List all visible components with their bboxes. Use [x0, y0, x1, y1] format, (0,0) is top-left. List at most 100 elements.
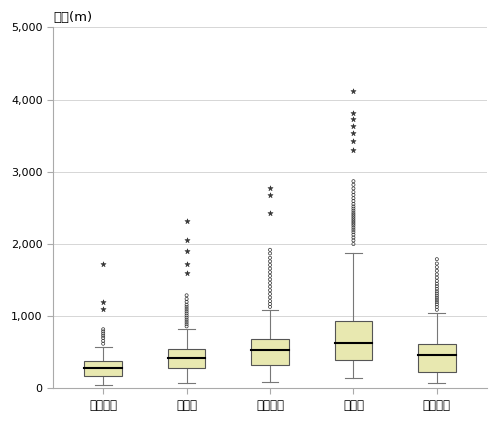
Point — [266, 276, 274, 283]
Point — [266, 301, 274, 308]
Point — [183, 312, 191, 319]
Point — [183, 321, 191, 327]
Point — [433, 271, 441, 278]
Point — [433, 274, 441, 281]
Point — [350, 138, 358, 145]
Point — [350, 189, 358, 195]
Point — [266, 283, 274, 290]
Point — [350, 213, 358, 220]
Point — [266, 192, 274, 198]
Point — [350, 116, 358, 123]
Point — [350, 192, 358, 198]
Point — [183, 308, 191, 315]
Point — [350, 185, 358, 192]
Point — [350, 241, 358, 247]
Point — [350, 129, 358, 136]
Point — [183, 237, 191, 244]
Point — [350, 109, 358, 116]
Point — [433, 260, 441, 267]
Point — [350, 203, 358, 210]
Point — [266, 209, 274, 216]
Point — [266, 280, 274, 286]
Point — [266, 261, 274, 268]
Point — [266, 184, 274, 191]
Point — [433, 294, 441, 301]
Point — [350, 122, 358, 129]
Point — [350, 205, 358, 212]
Point — [350, 231, 358, 238]
Bar — [418, 344, 456, 372]
Point — [433, 292, 441, 299]
Point — [183, 310, 191, 317]
Point — [433, 297, 441, 303]
Bar — [251, 339, 289, 365]
Point — [350, 215, 358, 222]
Point — [350, 222, 358, 229]
Point — [183, 298, 191, 305]
Point — [183, 248, 191, 255]
Point — [350, 198, 358, 204]
Point — [183, 314, 191, 321]
Point — [433, 299, 441, 305]
Point — [350, 220, 358, 227]
Point — [266, 254, 274, 261]
Point — [433, 290, 441, 297]
Point — [350, 178, 358, 184]
Point — [433, 280, 441, 287]
Point — [433, 301, 441, 308]
Point — [350, 212, 358, 218]
Point — [266, 272, 274, 279]
Bar — [168, 349, 205, 368]
Point — [183, 269, 191, 276]
Point — [350, 147, 358, 154]
Point — [350, 209, 358, 216]
Point — [183, 303, 191, 310]
Point — [99, 338, 107, 344]
Point — [350, 219, 358, 225]
Point — [266, 247, 274, 253]
Point — [350, 234, 358, 241]
Point — [99, 332, 107, 339]
Text: 거리(m): 거리(m) — [53, 11, 92, 24]
Point — [433, 286, 441, 292]
Point — [266, 303, 274, 310]
Point — [350, 181, 358, 188]
Point — [183, 296, 191, 302]
Point — [99, 326, 107, 332]
Point — [183, 292, 191, 299]
Point — [183, 323, 191, 330]
Bar — [85, 361, 122, 376]
Point — [266, 291, 274, 297]
Point — [99, 341, 107, 347]
Point — [433, 306, 441, 313]
Point — [183, 316, 191, 323]
Bar — [335, 321, 372, 360]
Point — [350, 224, 358, 231]
Point — [350, 195, 358, 201]
Point — [350, 237, 358, 244]
Point — [350, 227, 358, 233]
Point — [266, 265, 274, 272]
Point — [350, 229, 358, 236]
Point — [99, 335, 107, 341]
Point — [183, 301, 191, 308]
Point — [266, 250, 274, 257]
Point — [183, 319, 191, 325]
Point — [183, 217, 191, 224]
Point — [433, 264, 441, 271]
Point — [266, 258, 274, 265]
Point — [433, 288, 441, 295]
Point — [350, 201, 358, 207]
Point — [99, 261, 107, 268]
Point — [99, 330, 107, 337]
Point — [266, 269, 274, 275]
Point — [433, 303, 441, 310]
Point — [266, 298, 274, 305]
Point — [433, 283, 441, 290]
Point — [183, 306, 191, 313]
Point — [433, 256, 441, 263]
Point — [350, 217, 358, 224]
Point — [99, 306, 107, 313]
Point — [266, 294, 274, 301]
Point — [350, 207, 358, 214]
